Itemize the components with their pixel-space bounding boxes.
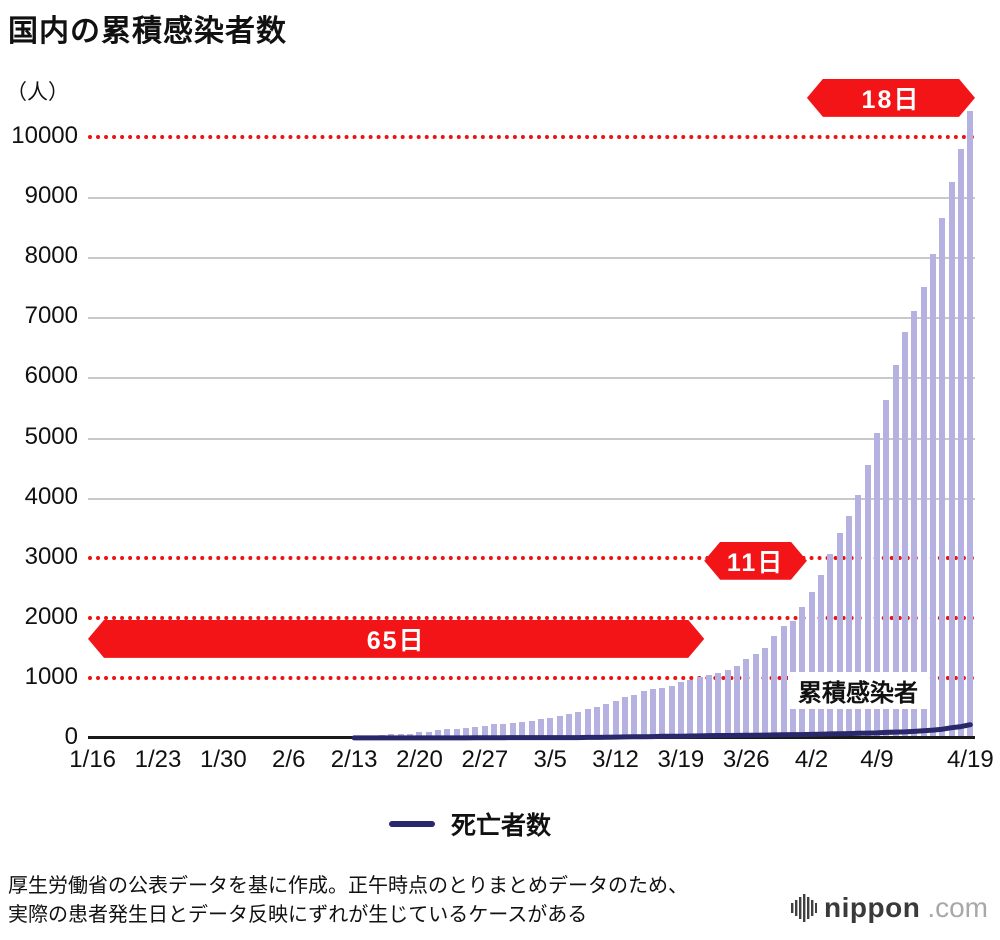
- bar-cumulative-cases: [761, 647, 768, 738]
- bar-cumulative-cases: [957, 149, 964, 738]
- bar-cumulative-cases: [892, 364, 899, 738]
- bar-cumulative-cases: [911, 311, 918, 738]
- bar-cumulative-cases: [640, 691, 647, 738]
- bar-cumulative-cases: [901, 332, 908, 738]
- y-tick-label: 5000: [24, 422, 78, 450]
- footer-note: 厚生労働省の公表データを基に作成。正午時点のとりまとめデータのため、 実際の患者…: [8, 872, 688, 930]
- bar-cumulative-cases: [817, 574, 824, 738]
- bar-cumulative-cases: [771, 636, 778, 738]
- x-tick-label: 1/16: [69, 746, 117, 773]
- y-tick-label: 2000: [24, 602, 78, 630]
- bar-cumulative-cases: [780, 625, 787, 738]
- gridline: [88, 317, 975, 320]
- bar-cumulative-cases: [948, 182, 955, 738]
- x-axis-line: [88, 736, 975, 739]
- bar-cumulative-cases: [715, 672, 722, 738]
- bar-cumulative-cases: [687, 680, 694, 738]
- y-tick-label: 3000: [24, 542, 78, 570]
- x-tick-label: 2/27: [461, 746, 509, 773]
- bar-cumulative-cases: [621, 697, 628, 738]
- x-tick-label: 3/12: [592, 746, 639, 773]
- gridline: [88, 377, 975, 380]
- bar-cumulative-cases: [920, 287, 927, 738]
- bar-cumulative-cases: [855, 494, 862, 738]
- y-tick-label: 1000: [24, 662, 78, 690]
- x-tick-label: 3/26: [722, 746, 770, 773]
- bar-cumulative-cases: [827, 554, 834, 738]
- x-tick-label: 2/13: [330, 746, 378, 773]
- footer-line-1: 厚生労働省の公表データを基に作成。正午時点のとりまとめデータのため、: [8, 875, 688, 897]
- bar-cumulative-cases: [631, 694, 638, 738]
- bar-series-label: 累積感染者: [788, 672, 928, 709]
- threshold-line: [88, 135, 975, 139]
- x-tick-label: 3/5: [533, 746, 567, 773]
- x-tick-label: 3/19: [657, 746, 705, 773]
- y-tick-label: 0: [64, 723, 78, 750]
- bar-cumulative-cases: [929, 254, 936, 738]
- bar-cumulative-cases: [705, 675, 712, 738]
- bar-cumulative-cases: [743, 659, 750, 738]
- bar-cumulative-cases: [864, 464, 871, 738]
- duration-banner: 65日: [88, 620, 704, 658]
- threshold-line: [88, 675, 975, 680]
- gridline: [88, 437, 975, 440]
- bar-cumulative-cases: [575, 711, 582, 738]
- y-tick-label: 7000: [24, 302, 78, 330]
- bar-cumulative-cases: [836, 533, 843, 738]
- deaths-line-swatch: [388, 821, 435, 827]
- bar-cumulative-cases: [752, 653, 759, 738]
- bar-cumulative-cases: [696, 677, 703, 738]
- bar-cumulative-cases: [603, 703, 610, 738]
- bar-cumulative-cases: [593, 707, 600, 738]
- threshold-line: [88, 615, 975, 620]
- bar-cumulative-cases: [668, 685, 675, 738]
- bar-cumulative-cases: [565, 713, 572, 738]
- bar-cumulative-cases: [967, 111, 974, 738]
- bar-cumulative-cases: [724, 670, 731, 738]
- legend-label-deaths: 死亡者数: [450, 812, 551, 840]
- x-tick-label: 2/20: [396, 746, 443, 773]
- bar-cumulative-cases: [733, 666, 740, 738]
- y-tick-label: 8000: [24, 242, 78, 270]
- page-title: 国内の累積感染者数: [8, 15, 287, 48]
- bar-cumulative-cases: [845, 515, 852, 738]
- y-tick-label: 4000: [24, 482, 78, 510]
- gridline: [88, 197, 975, 200]
- x-tick-label: 4/2: [794, 746, 829, 773]
- bar-cumulative-cases: [873, 432, 880, 738]
- logo-name: nippon: [824, 892, 921, 923]
- x-tick-label: 4/9: [860, 746, 894, 773]
- bar-cumulative-cases: [612, 700, 619, 738]
- footer-line-2: 実際の患者発生日とデータ反映にずれが生じているケースがある: [8, 904, 588, 926]
- y-tick-label: 10000: [11, 122, 78, 149]
- y-tick-label: 9000: [24, 182, 78, 210]
- bar-cumulative-cases: [883, 399, 890, 738]
- logo-tld: .com: [927, 892, 988, 923]
- duration-banner: 11日: [704, 542, 807, 580]
- threshold-line: [88, 555, 975, 560]
- bar-cumulative-cases: [584, 709, 591, 738]
- x-tick-label: 4/19: [946, 746, 994, 773]
- x-tick-label: 2/6: [272, 746, 306, 773]
- y-axis-unit-label: （人）: [6, 81, 69, 104]
- gridline: [88, 257, 975, 260]
- gridline: [88, 497, 975, 500]
- duration-banner: 18日: [807, 79, 975, 117]
- x-tick-label: 1/23: [134, 746, 182, 773]
- bar-cumulative-cases: [677, 682, 684, 738]
- bar-cumulative-cases: [808, 591, 815, 738]
- legend: 死亡者数: [0, 806, 940, 842]
- nippon-logo-icon: [791, 894, 818, 922]
- bar-cumulative-cases: [556, 716, 563, 738]
- bar-cumulative-cases: [649, 689, 656, 738]
- x-tick-label: 1/30: [200, 746, 247, 773]
- y-tick-label: 6000: [24, 362, 78, 390]
- nippon-logo: nippon .com: [791, 892, 988, 924]
- bar-cumulative-cases: [659, 688, 666, 738]
- bar-cumulative-cases: [939, 218, 946, 738]
